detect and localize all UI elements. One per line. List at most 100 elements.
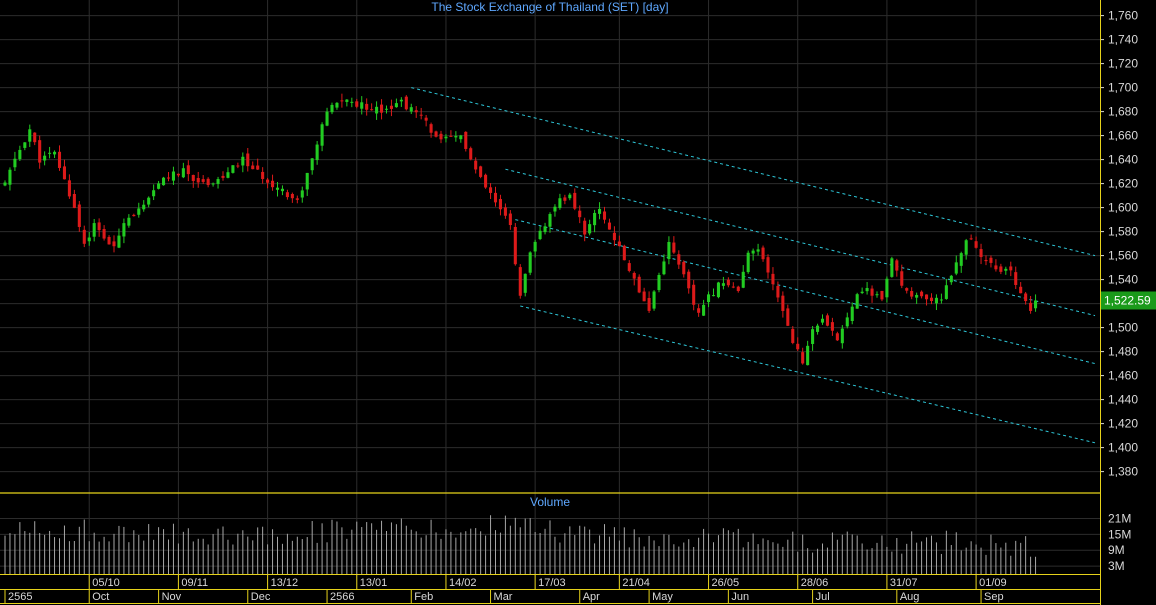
- month-label: Dec: [251, 591, 271, 603]
- candle-body: [776, 285, 780, 298]
- candle-body: [196, 177, 200, 183]
- candle-body: [979, 249, 983, 258]
- price-tick-label: 1,640: [1108, 153, 1138, 167]
- candle-body: [231, 165, 235, 173]
- candle-body: [870, 288, 874, 296]
- candle-body: [840, 328, 844, 344]
- time-axis: 05/10 09/11 13/12 13/01 14/02 17/03 21/04 26/05…: [0, 0, 1101, 605]
- candle-body: [602, 211, 607, 220]
- candle-body: [806, 345, 810, 366]
- candle-body: [816, 325, 820, 332]
- volume-tick-label: 21M: [1108, 512, 1131, 526]
- candle-body: [558, 198, 562, 208]
- candle-body: [370, 109, 374, 111]
- candle-body: [162, 177, 166, 186]
- candle-body: [697, 308, 701, 313]
- candle-body: [464, 131, 468, 149]
- candle-body: [107, 236, 111, 245]
- month-label: 2565: [8, 591, 32, 603]
- candle-body: [280, 188, 284, 192]
- candle-body: [404, 96, 408, 110]
- candle-body: [315, 144, 319, 161]
- date-label: 26/05: [712, 577, 740, 589]
- candle-body: [796, 343, 800, 350]
- candle-body: [484, 174, 488, 188]
- candle-body: [781, 295, 785, 311]
- candle-body: [444, 136, 448, 139]
- date-label: 01/09: [979, 577, 1007, 589]
- last-price-label: 1,522.59: [1104, 293, 1151, 307]
- candle-body: [598, 208, 602, 214]
- price-tick-label: 1,620: [1108, 177, 1138, 191]
- candle-body: [33, 132, 37, 143]
- candle-body: [632, 272, 636, 279]
- candle-body: [285, 192, 289, 198]
- candle-body: [969, 238, 973, 240]
- candle-body: [578, 210, 582, 218]
- date-label: 28/06: [801, 577, 829, 589]
- candle-body: [721, 283, 725, 286]
- month-label: 2566: [330, 591, 354, 603]
- candle-body: [424, 117, 428, 121]
- candle-body: [925, 294, 929, 300]
- candle-body: [707, 294, 711, 303]
- candle-body: [910, 291, 914, 297]
- candle-body: [1034, 300, 1038, 309]
- candle-body: [830, 322, 834, 331]
- date-label: 05/10: [92, 577, 120, 589]
- volume-tick-label: 3M: [1108, 559, 1125, 573]
- price-tick-label: 1,380: [1108, 465, 1138, 479]
- candle-body: [573, 192, 577, 209]
- candle-body: [563, 197, 567, 201]
- candle-body: [62, 166, 66, 180]
- candle-body: [811, 329, 815, 344]
- candle-body: [746, 252, 750, 273]
- candle-body: [890, 258, 894, 277]
- candle-body: [399, 99, 403, 102]
- candle-body: [999, 266, 1003, 272]
- candle-body: [186, 165, 190, 175]
- candle-body: [206, 178, 210, 186]
- candle-body: [43, 155, 47, 161]
- candle-body: [157, 183, 161, 189]
- candle-body: [474, 160, 478, 170]
- price-tick-label: 1,740: [1108, 33, 1138, 47]
- month-label: Oct: [92, 591, 109, 603]
- candle-body: [875, 294, 879, 296]
- candle-body: [959, 253, 963, 266]
- candle-body: [290, 194, 294, 199]
- candle-body: [166, 177, 171, 179]
- candle-body: [761, 247, 765, 260]
- candle-body: [246, 153, 250, 167]
- candle-body: [152, 190, 156, 197]
- price-tick-label: 1,680: [1108, 105, 1138, 119]
- price-tick-label: 1,400: [1108, 441, 1138, 455]
- candle-body: [147, 197, 151, 205]
- candle-body: [920, 291, 924, 297]
- candle-body: [791, 328, 795, 343]
- month-label: Apr: [583, 591, 600, 603]
- candle-body: [682, 261, 686, 275]
- candle-body: [300, 190, 304, 198]
- candle-body: [672, 242, 676, 253]
- candle-body: [667, 241, 671, 260]
- candle-body: [414, 110, 418, 113]
- candle-body: [726, 279, 730, 286]
- candle-body: [934, 297, 938, 304]
- candle-body: [13, 158, 17, 168]
- date-label: 31/07: [890, 577, 918, 589]
- candle-body: [191, 174, 195, 181]
- candle-body: [974, 241, 978, 248]
- chart-title: The Stock Exchange of Thailand (SET) [da…: [431, 0, 668, 14]
- candle-body: [142, 204, 146, 210]
- candle-body: [1004, 268, 1008, 271]
- candle-body: [716, 282, 720, 298]
- month-label: Sep: [984, 591, 1004, 603]
- candles: [3, 93, 1038, 366]
- price-tick-label: 1,480: [1108, 345, 1138, 359]
- price-tick-label: 1,440: [1108, 393, 1138, 407]
- candle-body: [687, 271, 691, 289]
- price-tick-label: 1,600: [1108, 201, 1138, 215]
